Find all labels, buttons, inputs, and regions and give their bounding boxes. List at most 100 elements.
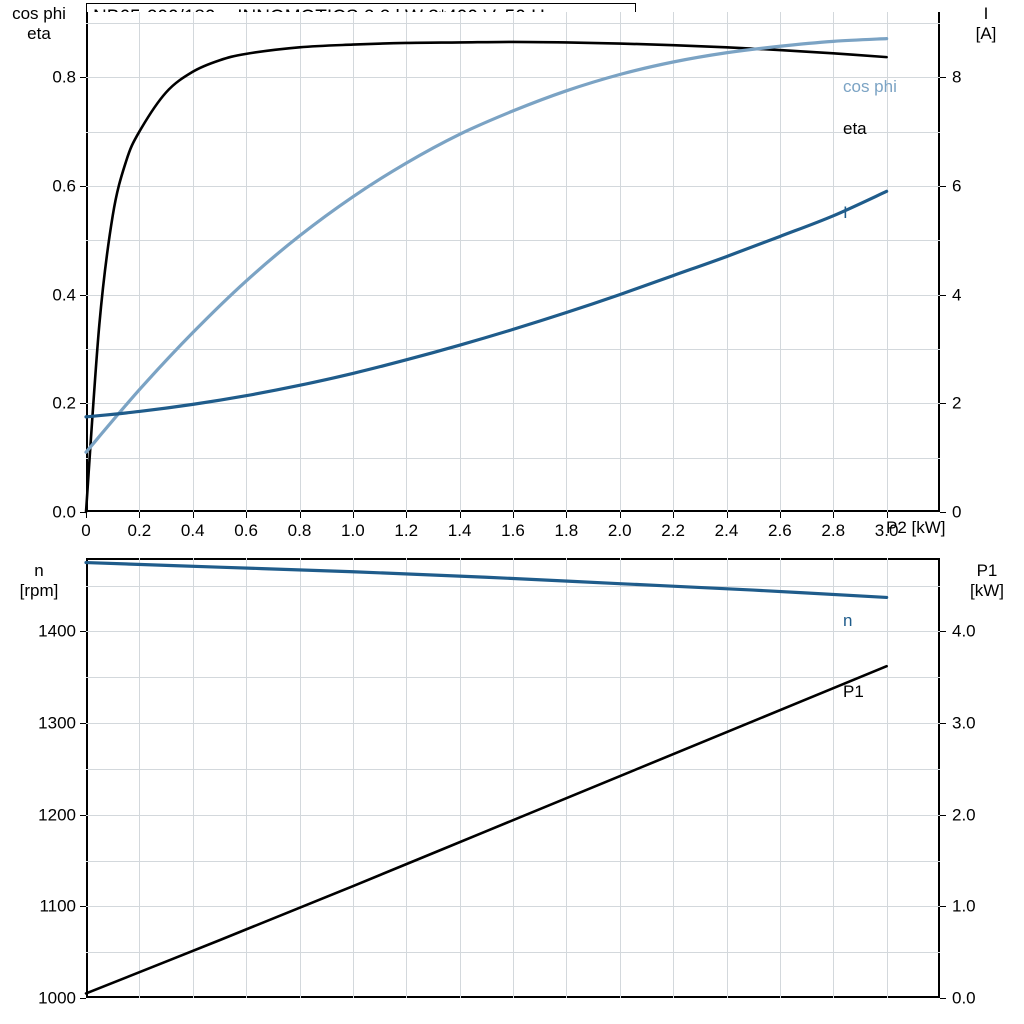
gridline-vertical [779, 12, 781, 512]
top-left-axis-title-line2: eta [27, 23, 51, 43]
axis-tick-x [566, 512, 568, 518]
gridline-vertical [833, 558, 835, 998]
gridline-vertical [459, 12, 461, 512]
axis-tick-label-x: 2.4 [714, 521, 739, 540]
gridline-vertical [246, 12, 248, 512]
axis-tick-label-left: 0.4 [52, 285, 76, 305]
axis-tick-x [726, 512, 728, 518]
axis-tick-left [80, 998, 86, 999]
top-left-axis-title-line1: cos phi [12, 4, 66, 23]
axis-tick-left [80, 906, 86, 908]
axis-tick-label-right: 4 [952, 285, 962, 305]
axis-tick-label-x: 1.2 [394, 521, 419, 540]
bottom-chart: n [rpm] P1 [kW] 1000 1100 1200 1300 1400 0.0 1… [0, 545, 1024, 1024]
axis-tick-label-left: 1400 [38, 621, 76, 641]
curve-layer [84, 37, 889, 514]
axis-tick-label-x: 0.8 [287, 521, 312, 540]
gridline-vertical [886, 558, 888, 998]
top-right-axis-title-line2: [A] [975, 23, 997, 43]
axis-tick-left [80, 403, 86, 405]
axis-tick-label-right: 1.0 [952, 896, 976, 916]
gridline-horizontal [86, 77, 940, 79]
axis-tick-right [940, 512, 946, 513]
curve-n [84, 560, 889, 600]
gridline-horizontal [86, 860, 940, 862]
axis-tick-label-x: 0.6 [234, 521, 258, 540]
top-x-axis-title: P2 [kW] [886, 518, 946, 537]
gridline-horizontal [86, 457, 940, 459]
gridline-horizontal [86, 22, 940, 24]
axis-tick-label-right: 8 [952, 67, 962, 87]
axis-tick-x [299, 512, 301, 518]
gridline-horizontal [86, 403, 940, 405]
axis-tick-label-x: 1.6 [501, 521, 525, 540]
bottom-left-axis-title-line1: n [34, 561, 44, 580]
axis-tick-right [940, 814, 946, 816]
gridline-vertical [566, 558, 568, 998]
axis-tick-left [80, 294, 86, 296]
gridline-vertical [192, 12, 194, 512]
axis-tick-label-x: 2.6 [768, 521, 792, 540]
top-chart: cos phi eta I [A] NB65-200/189 + INNOMOT… [2, 3, 1016, 540]
axis-tick-left [80, 77, 86, 79]
gridline-vertical [299, 12, 301, 512]
axis-tick-right [940, 631, 946, 633]
curve-label-power: P1 [843, 682, 864, 701]
axis-tick-left [80, 814, 86, 816]
gridline-vertical [459, 558, 461, 998]
gridline-vertical [139, 558, 141, 998]
axis-tick-label-x: 3.0 [874, 521, 899, 540]
gridline-horizontal [86, 348, 940, 350]
gridline-horizontal [86, 952, 940, 954]
gridline-vertical [886, 12, 888, 512]
bottom-right-axis-title: P1 [kW] [956, 561, 1018, 600]
axis-tick-x [246, 512, 248, 518]
axis-tick-label-right: 2 [952, 393, 962, 413]
axis-tick-right [940, 906, 946, 908]
axis-tick-x [192, 512, 194, 518]
top-right-axis-title-line1: I [983, 4, 989, 23]
axis-tick-label-x: 0 [81, 521, 91, 540]
axis-tick-label-left: 0.8 [52, 67, 76, 87]
bottom-left-axis-title-line2: [rpm] [19, 580, 59, 600]
curve-label-eta: eta [843, 119, 867, 138]
axis-tick-label-x: 0.2 [127, 521, 152, 540]
axis-tick-label-left: 1100 [39, 896, 76, 916]
axis-tick-right [940, 403, 946, 405]
bottom-right-axis-title-line2: [kW] [970, 580, 1004, 600]
gridline-vertical [352, 12, 354, 512]
axis-tick-label-x: 2.2 [661, 521, 685, 540]
axis-tick-left [80, 512, 86, 513]
gridline-vertical [833, 12, 835, 512]
gridline-vertical [726, 558, 728, 998]
gridline-horizontal [86, 240, 940, 242]
axis-tick-right [940, 723, 946, 724]
gridline-horizontal [86, 677, 940, 679]
top-right-axis-title: I [A] [956, 4, 1016, 43]
curve-layer [84, 560, 889, 995]
axis-tick-right [940, 185, 946, 187]
bottom-left-axis-title: n [rpm] [2, 561, 76, 600]
axis-tick-x [406, 512, 408, 518]
curve-p1 [84, 664, 888, 995]
axis-tick-label-left: 1000 [38, 988, 76, 1008]
gridline-horizontal [86, 131, 940, 133]
axis-tick-x [139, 512, 141, 518]
axis-tick-label-left: 1200 [38, 805, 76, 825]
gridline-vertical [299, 558, 301, 998]
gridline-vertical [513, 558, 514, 998]
gridline-horizontal [86, 906, 940, 908]
gridline-horizontal [86, 631, 940, 633]
top-left-axis-title: cos phi eta [2, 4, 76, 43]
curve-label-speed: n [843, 611, 853, 630]
axis-tick-label-right: 2.0 [952, 805, 976, 825]
gridline-vertical [673, 558, 675, 998]
gridline-vertical [726, 12, 728, 512]
gridline-horizontal [86, 814, 940, 816]
gridline-vertical [139, 12, 141, 512]
axis-tick-label-x: 2.0 [607, 521, 632, 540]
axis-tick-right [940, 998, 946, 999]
axis-tick-label-x: 2.8 [821, 521, 846, 540]
axis-tick-label-right: 0 [952, 502, 962, 522]
